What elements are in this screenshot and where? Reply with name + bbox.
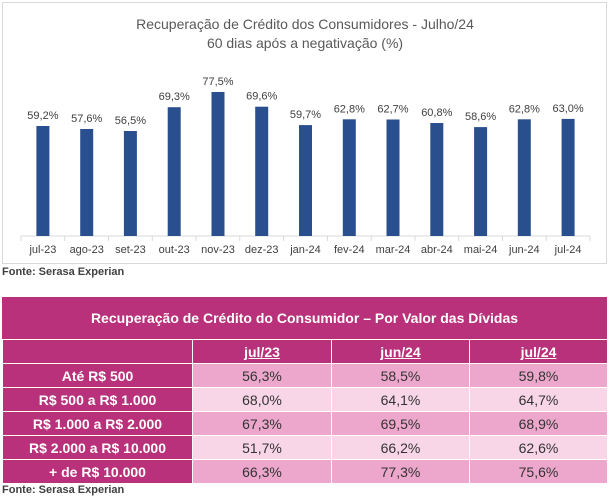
table-cell: 64,7%	[469, 387, 608, 412]
table-header-cell	[2, 339, 193, 364]
bar-abr-24	[430, 123, 444, 236]
data-label: 58,6%	[465, 111, 496, 123]
bar-jul-23	[36, 126, 50, 236]
source-note-bottom: Fonte: Serasa Experian	[2, 484, 125, 496]
chart-subtitle: 60 dias após a negativação (%)	[207, 35, 403, 51]
table-cell: 62,6%	[469, 435, 608, 460]
source-note-top: Fonte: Serasa Experian	[2, 266, 125, 278]
table-header-cell: jun/24	[331, 339, 470, 364]
bar-jan-24	[299, 125, 312, 236]
bar-mai-24	[474, 127, 488, 236]
debt-table-panel: Recuperação de Crédito do Consumidor – P…	[2, 297, 608, 484]
table-header-cell: jul/23	[192, 339, 332, 364]
row-label: R$ 500 a R$ 1.000	[2, 387, 193, 412]
table-row: Até R$ 500 56,3% 58,5% 59,8%	[2, 363, 608, 388]
table-row: R$ 1.000 a R$ 2.000 67,3% 69,5% 68,9%	[2, 411, 608, 436]
data-label: 69,6%	[246, 91, 277, 103]
table-cell: 66,2%	[331, 435, 470, 460]
chart-panel: Recuperação de Crédito dos Consumidores …	[2, 2, 607, 264]
x-tick-label: jan-24	[289, 244, 321, 256]
data-label: 62,7%	[377, 104, 408, 116]
bar-jun-24	[517, 119, 531, 236]
bar-mar-24	[386, 119, 400, 236]
x-tick-label: fev-24	[334, 244, 365, 256]
table-cell: 68,9%	[469, 411, 608, 436]
debt-table: jul/23 jun/24 jul/24 Até R$ 500 56,3% 58…	[2, 339, 608, 484]
x-tick-label: mar-24	[376, 244, 411, 256]
table-title: Recuperação de Crédito do Consumidor – P…	[90, 310, 519, 326]
table-row: + de R$ 10.000 66,3% 77,3% 75,6%	[2, 459, 608, 484]
x-tick-label: jul-24	[554, 244, 582, 256]
table-header-cell: jul/24	[469, 339, 608, 364]
bar-nov-23	[211, 92, 225, 236]
data-label: 56,5%	[115, 115, 146, 127]
table-cell: 75,6%	[469, 459, 608, 484]
bar-jul-24	[561, 118, 575, 236]
bar-out-23	[167, 107, 181, 236]
bar-fev-24	[342, 119, 356, 236]
table-cell: 64,1%	[331, 387, 470, 412]
data-label: 59,2%	[27, 110, 58, 122]
table-row: R$ 500 a R$ 1.000 68,0% 64,1% 64,7%	[2, 387, 608, 412]
data-label: 63,0%	[552, 103, 583, 115]
row-label: + de R$ 10.000	[2, 459, 193, 484]
x-tick-label: dez-23	[245, 244, 279, 256]
table-cell: 77,3%	[331, 459, 470, 484]
row-label: R$ 1.000 a R$ 2.000	[2, 411, 193, 436]
bar-set-23	[123, 131, 137, 236]
x-tick-label: abr-24	[421, 244, 453, 256]
data-label: 62,8%	[334, 103, 365, 115]
bar-ago-23	[80, 129, 94, 236]
x-tick-label: out-23	[159, 244, 190, 256]
table-cell: 58,5%	[331, 363, 470, 388]
x-tick-label: set-23	[115, 244, 146, 256]
x-tick-label: nov-23	[201, 244, 235, 256]
table-cell: 69,5%	[331, 411, 470, 436]
data-label: 59,7%	[290, 109, 321, 121]
table-cell: 51,7%	[192, 435, 332, 460]
table-cell: 59,8%	[469, 363, 608, 388]
x-tick-label: ago-23	[70, 244, 104, 256]
row-label: R$ 2.000 a R$ 10.000	[2, 435, 193, 460]
table-cell: 66,3%	[192, 459, 332, 484]
bar-chart: Recuperação de Crédito dos Consumidores …	[20, 16, 591, 256]
data-label: 57,6%	[71, 113, 102, 125]
data-label: 77,5%	[202, 76, 233, 88]
data-label: 60,8%	[421, 107, 452, 119]
x-tick-label: jun-24	[508, 244, 540, 256]
x-tick-label: mai-24	[464, 244, 498, 256]
table-row: R$ 2.000 a R$ 10.000 51,7% 66,2% 62,6%	[2, 435, 608, 460]
chart-title: Recuperação de Crédito dos Consumidores …	[136, 16, 474, 32]
table-cell: 56,3%	[192, 363, 332, 388]
table-cell: 68,0%	[192, 387, 332, 412]
x-tick-label: jul-23	[28, 244, 56, 256]
bar-dez-23	[255, 106, 269, 236]
row-label: Até R$ 500	[2, 363, 193, 388]
table-header-row: jul/23 jun/24 jul/24	[2, 339, 608, 364]
data-label: 69,3%	[159, 91, 190, 103]
table-cell: 67,3%	[192, 411, 332, 436]
data-label: 62,8%	[509, 103, 540, 115]
bars-group: 59,2% jul-23 57,6% ago-23 56,5% set-23 69,3% ou…	[20, 76, 591, 256]
